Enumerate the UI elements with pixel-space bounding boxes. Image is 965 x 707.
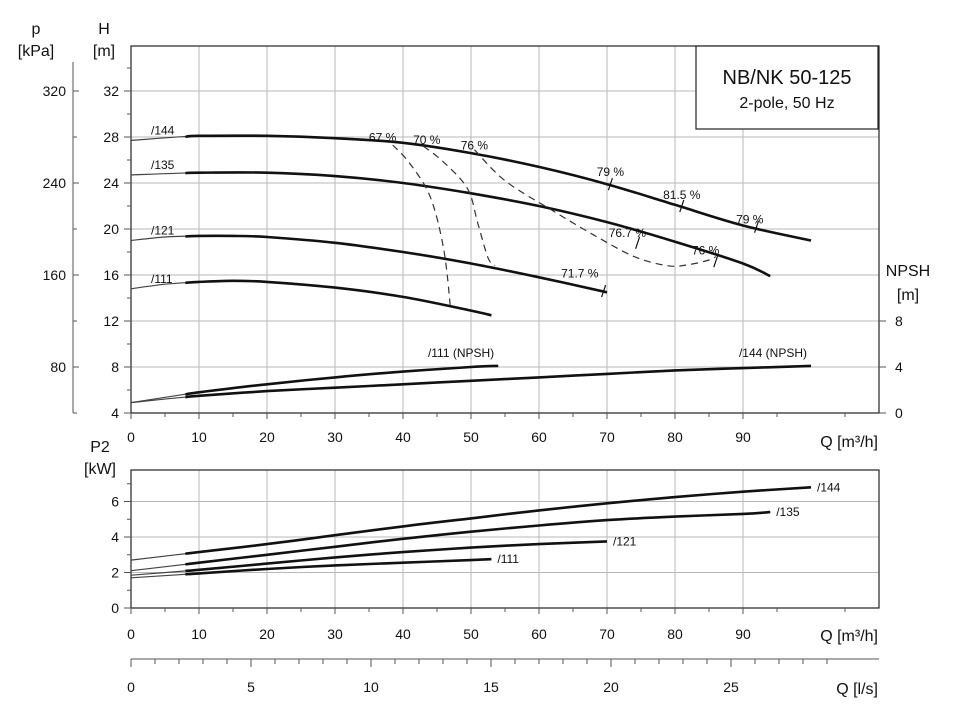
- ls-tick-label: 20: [603, 679, 619, 695]
- npsh-tick-label: 0: [895, 405, 903, 421]
- efficiency-label: 67 %: [369, 131, 397, 145]
- q-tick-label-power: 60: [531, 626, 547, 642]
- p-axis-unit: [kPa]: [18, 43, 54, 60]
- head-curve-label: /121: [151, 224, 175, 238]
- ls-tick-label: 25: [723, 679, 739, 695]
- power-curve-label: /144: [817, 480, 841, 494]
- efficiency-tick: [754, 220, 760, 233]
- npsh-curve-label: /144 (NPSH): [739, 346, 807, 360]
- chart-subtitle: 2-pole, 50 Hz: [739, 95, 834, 112]
- efficiency-tick: [607, 177, 613, 191]
- head-curve-135: [185, 171, 771, 278]
- efficiency-tick: [601, 284, 607, 298]
- q-tick-label-power: 0: [127, 626, 135, 642]
- p-axis-label: p: [32, 21, 41, 38]
- efficiency-label: 79 %: [736, 212, 764, 226]
- q-tick-label-top: 80: [667, 429, 683, 445]
- head-curve-label: /111: [151, 272, 173, 286]
- q-tick-label-power: 20: [259, 626, 275, 642]
- h-tick-label: 4: [111, 405, 119, 421]
- efficiency-tick: [679, 199, 685, 213]
- q-tick-label-power: 70: [599, 626, 615, 642]
- q-tick-label-power: 90: [735, 626, 751, 642]
- efficiency-label: 79 %: [597, 165, 625, 179]
- h-tick-label: 20: [103, 221, 119, 237]
- q-tick-label-power: 10: [191, 626, 207, 642]
- npsh-axis-unit: [m]: [897, 287, 919, 304]
- p2-tick-label: 0: [111, 600, 119, 616]
- p2-axis-unit: [kW]: [84, 461, 116, 478]
- p2-tick-label: 2: [111, 565, 119, 581]
- q-tick-label-power: 30: [327, 626, 343, 642]
- q-ls-axis-label: Q [l/s]: [836, 681, 878, 698]
- ls-tick-label: 15: [483, 679, 499, 695]
- h-tick-label: 32: [103, 83, 119, 99]
- npsh-tick-label: 4: [895, 359, 903, 375]
- h-axis-label: H: [98, 21, 110, 38]
- iso-efficiency-curve: [423, 145, 496, 267]
- q-tick-label-power: 40: [395, 626, 411, 642]
- h-tick-label: 28: [103, 129, 119, 145]
- efficiency-tick: [713, 255, 719, 268]
- q-axis-label-power: Q [m³/h]: [820, 628, 878, 645]
- npsh-tick-label: 8: [895, 313, 903, 329]
- efficiency-label: 81.5 %: [663, 188, 701, 202]
- q-tick-label-top: 30: [327, 429, 343, 445]
- q-tick-label-top: 0: [127, 429, 135, 445]
- q-tick-label-top: 60: [531, 429, 547, 445]
- chart-title: NB/NK 50-125: [723, 67, 852, 89]
- efficiency-label: 76.7 %: [609, 226, 647, 240]
- p2-tick-label: 4: [111, 529, 119, 545]
- p2-axis-label: P2: [90, 439, 110, 456]
- q-axis-label-top: Q [m³/h]: [820, 434, 878, 451]
- power-curve-label: /111: [497, 552, 519, 566]
- kpa-tick-label: 320: [43, 83, 67, 99]
- q-tick-label-top: 90: [735, 429, 751, 445]
- power-curve-121: [185, 540, 608, 573]
- head-curve-label: /144: [151, 123, 175, 137]
- efficiency-tick: [635, 236, 641, 249]
- kpa-tick-label: 240: [43, 175, 67, 191]
- q-tick-label-power: 80: [667, 626, 683, 642]
- h-tick-label: 12: [103, 313, 119, 329]
- q-tick-label-top: 70: [599, 429, 615, 445]
- iso-efficiency-curve: [473, 149, 717, 267]
- ls-tick-label: 10: [363, 679, 379, 695]
- power-curve-label: /121: [613, 534, 637, 548]
- title-box: [695, 45, 879, 130]
- q-tick-label-top: 20: [259, 429, 275, 445]
- efficiency-label: 76 %: [692, 243, 720, 257]
- p2-tick-label: 6: [111, 494, 119, 510]
- npsh-axis-label: NPSH: [886, 263, 930, 280]
- npsh-curve-1: [185, 364, 812, 399]
- power-curve-135: [185, 510, 771, 566]
- power-curve-144: [185, 486, 812, 555]
- npsh-curve-label: /111 (NPSH): [428, 346, 494, 360]
- head-curve-111: [185, 279, 492, 317]
- npsh-curve-0: [185, 364, 499, 396]
- efficiency-label: 71.7 %: [561, 266, 599, 280]
- power-curve-111: [185, 557, 492, 576]
- ls-tick-label: 0: [127, 679, 135, 695]
- efficiency-label: 70 %: [413, 133, 441, 147]
- head-curve-144: [185, 134, 812, 242]
- iso-efficiency-curve: [392, 144, 452, 310]
- kpa-tick-label: 80: [50, 359, 66, 375]
- q-tick-label-top: 50: [463, 429, 479, 445]
- q-tick-label-top: 10: [191, 429, 207, 445]
- q-tick-label-power: 50: [463, 626, 479, 642]
- h-tick-label: 8: [111, 359, 119, 375]
- h-tick-label: 24: [103, 175, 119, 191]
- q-tick-label-top: 40: [395, 429, 411, 445]
- ls-tick-label: 5: [247, 679, 255, 695]
- h-axis-unit: [m]: [93, 43, 115, 60]
- kpa-tick-label: 160: [43, 267, 67, 283]
- power-curve-label: /135: [776, 505, 800, 519]
- head-curve-label: /135: [151, 158, 175, 172]
- head-curve-121-thin: [130, 235, 608, 293]
- head-curve-121: [185, 234, 608, 294]
- efficiency-label: 76 %: [461, 139, 489, 153]
- h-tick-label: 16: [103, 267, 119, 283]
